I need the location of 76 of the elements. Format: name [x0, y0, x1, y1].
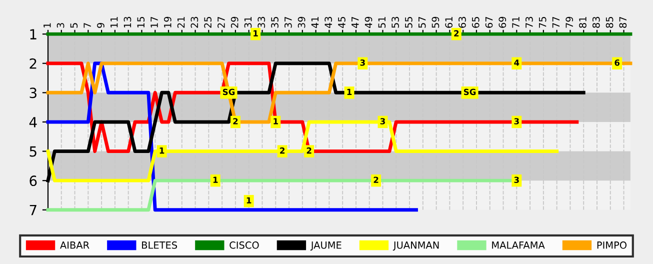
- annotation: 2: [374, 176, 378, 183]
- annotation: 3: [360, 59, 365, 66]
- y-tick-label: 3: [30, 88, 36, 98]
- x-tick-label: 3: [56, 23, 64, 28]
- x-tick-label: 81: [579, 17, 586, 28]
- x-tick-label: 17: [150, 16, 158, 28]
- annotation: 3: [514, 118, 519, 124]
- x-tick-label: 9: [97, 23, 104, 28]
- annotation: SG: [222, 88, 235, 96]
- legend-label: JUANMAN: [392, 242, 439, 251]
- x-tick-label: 71: [512, 17, 520, 28]
- annotation: 1: [160, 147, 164, 154]
- x-tick-label: 55: [405, 16, 412, 28]
- y-tick-label: 5: [30, 146, 36, 157]
- annotation: 2: [233, 118, 238, 124]
- x-tick-label: 63: [458, 16, 466, 28]
- legend-label: JAUME: [310, 242, 342, 251]
- x-tick-label: 41: [311, 17, 318, 28]
- annotation: 1: [347, 88, 352, 95]
- y-tick-label: 2: [30, 58, 36, 69]
- annotation: 1: [213, 176, 218, 183]
- x-tick-label: 49: [364, 16, 372, 28]
- x-tick-label: 51: [378, 17, 386, 28]
- annotation: 3: [380, 118, 385, 124]
- x-tick-label: 67: [485, 16, 493, 28]
- legend-label: AIBAR: [60, 242, 90, 249]
- x-tick-label: 45: [338, 16, 346, 28]
- legend-label: BLETES: [142, 241, 178, 249]
- y-tick-label: 7: [30, 205, 36, 216]
- x-tick-label: 11: [110, 17, 118, 28]
- x-tick-label: 83: [592, 16, 600, 28]
- x-tick-label: 59: [432, 16, 440, 28]
- x-tick-label: 19: [164, 16, 172, 28]
- x-tick-label: 65: [472, 16, 480, 28]
- x-tick-label: 13: [124, 16, 132, 28]
- x-tick-label: 29: [230, 16, 238, 28]
- legend-label: MALAFAMA: [492, 242, 545, 249]
- x-tick-label: 87: [619, 16, 627, 28]
- annotation: 2: [306, 147, 312, 154]
- y-tick-label: 6: [30, 176, 37, 186]
- annotation: 6: [614, 59, 620, 66]
- annotation: 4: [514, 60, 520, 66]
- x-tick-label: 57: [418, 16, 426, 28]
- x-tick-label: 61: [445, 17, 453, 28]
- x-tick-label: 79: [566, 16, 574, 28]
- x-tick-label: 7: [84, 23, 91, 28]
- x-tick-label: 37: [284, 16, 292, 28]
- legend-label: PIMPO: [597, 241, 627, 249]
- x-tick-label: 21: [177, 17, 185, 28]
- y-tick-label: 4: [29, 117, 37, 128]
- x-tick-label: 77: [552, 16, 560, 28]
- x-tick-label: 5: [70, 23, 78, 28]
- x-tick-label: 15: [137, 16, 145, 28]
- x-tick-label: 25: [204, 16, 212, 28]
- x-tick-label: 53: [392, 16, 399, 28]
- x-tick-label: 69: [498, 16, 506, 28]
- x-tick-label: 35: [271, 16, 278, 28]
- annotation: 3: [514, 176, 519, 183]
- x-tick-label: 23: [190, 16, 198, 28]
- x-tick-label: 47: [352, 16, 359, 28]
- annotation: 1: [274, 118, 278, 124]
- x-tick-label: 85: [606, 16, 614, 28]
- x-tick-label: 43: [324, 16, 332, 28]
- x-tick-label: 73: [526, 16, 533, 28]
- x-tick-label: 27: [218, 16, 225, 28]
- annotation: SG: [464, 88, 476, 96]
- annotation: 2: [280, 147, 284, 154]
- x-tick-label: 33: [258, 16, 266, 28]
- annotation: 1: [246, 197, 252, 204]
- x-tick-label: 1: [44, 23, 51, 28]
- x-tick-label: 31: [244, 17, 252, 28]
- annotation: 1: [254, 30, 258, 36]
- annotation: 2: [454, 30, 459, 36]
- legend-label: CISCO: [230, 241, 259, 249]
- x-tick-label: 75: [539, 16, 546, 28]
- x-tick-label: 39: [298, 16, 306, 28]
